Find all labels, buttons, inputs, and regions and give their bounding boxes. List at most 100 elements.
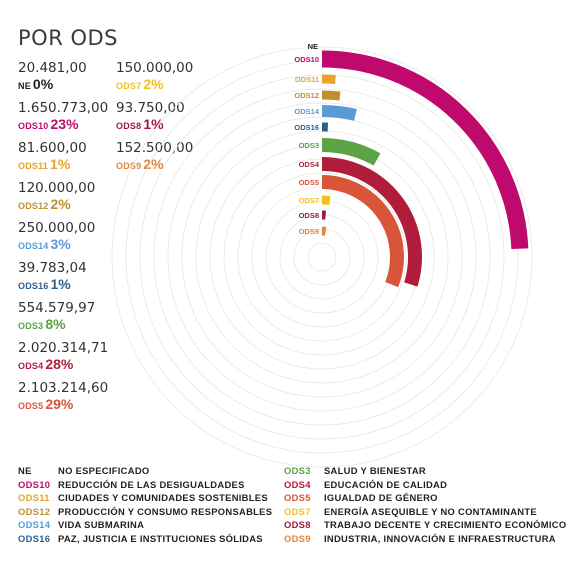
- stat-amount: 2.103.214,60: [18, 380, 109, 396]
- legend-description: EDUCACIÓN DE CALIDAD: [324, 478, 448, 490]
- stat-label: ODS11 1%: [18, 157, 87, 173]
- stat-amount: 120.000,00: [18, 180, 96, 196]
- stat-label: ODS8 1%: [116, 117, 185, 133]
- legend-code: ODS14: [18, 519, 51, 531]
- legend-description: SALUD Y BIENESTAR: [324, 465, 426, 476]
- stat-code: ODS11: [18, 160, 49, 171]
- stat-amount: 39.783,04: [18, 260, 87, 276]
- bar-ods5: [321, 175, 404, 288]
- stat-code: ODS12: [18, 200, 49, 211]
- stat-percent: 0%: [32, 75, 54, 92]
- stat-percent: 3%: [50, 235, 71, 252]
- legend-description: CIUDADES Y COMUNIDADES SOSTENIBLES: [58, 492, 268, 504]
- stat-ods7: 150.000,00 ODS7 2%: [116, 60, 194, 93]
- bar-label-ods11: ODS11: [295, 75, 319, 84]
- bar-label-ods3: ODS3: [299, 141, 319, 150]
- legend-description: VIDA SUBMARINA: [58, 519, 145, 531]
- stat-label: ODS14 3%: [18, 237, 95, 253]
- stat-label: ODS10 23%: [18, 117, 108, 133]
- legend-description: PAZ, JUSTICIA E INSTITUCIONES SÓLIDAS: [58, 533, 263, 544]
- stat-ods5: 2.103.214,60 ODS5 29%: [18, 380, 109, 413]
- legend-code: ODS12: [18, 505, 51, 517]
- bar-ods7: [321, 195, 331, 206]
- legend-code: ODS5: [284, 492, 311, 504]
- stat-label: ODS5 29%: [18, 397, 108, 413]
- bar-ods3: [321, 138, 381, 166]
- stat-percent: 1%: [50, 275, 71, 292]
- legend-code: ODS16: [18, 533, 51, 544]
- stat-ods11: 81.600,00 ODS11 1%: [18, 140, 87, 173]
- grid-ring: [307, 242, 337, 272]
- legend-item-ods8: ODS8 TRABAJO DECENTE Y CRECIMIENTO ECONÓM…: [284, 519, 567, 531]
- legend-code: ODS9: [284, 533, 311, 544]
- legend-item-ods5: ODS5 IGUALDAD DE GÉNERO: [284, 492, 438, 504]
- stat-label: ODS9 2%: [116, 157, 193, 173]
- bar-label-ne: NE: [308, 42, 318, 51]
- legend-code: ODS7: [284, 505, 311, 517]
- stat-ods16: 39.783,04 ODS16 1%: [18, 260, 87, 293]
- grid-ring: [279, 214, 365, 300]
- stat-code: ODS14: [18, 240, 49, 251]
- legend-code: NE: [18, 465, 32, 476]
- bar-label-ods7: ODS7: [299, 196, 319, 205]
- stat-label: ODS16 1%: [18, 277, 87, 293]
- legend-item-ods9: ODS9 INDUSTRIA, INNOVACIÓN E INFRAESTRUCT…: [284, 533, 556, 544]
- stat-code: ODS8: [116, 120, 142, 131]
- stat-code: ODS4: [18, 360, 44, 371]
- stat-percent: 23%: [50, 115, 79, 132]
- legend-item-ods14: ODS14 VIDA SUBMARINA: [18, 519, 145, 531]
- bar-ods14: [321, 105, 357, 121]
- legend-item-ods10: ODS10 REDUCCIÓN DE LAS DESIGUALDADES: [18, 478, 245, 490]
- stat-code: ODS16: [18, 280, 49, 291]
- stat-ods10: 1.650.773,00 ODS10 23%: [18, 100, 109, 133]
- grid-ring: [153, 88, 491, 426]
- legend-item-ods16: ODS16 PAZ, JUSTICIA E INSTITUCIONES SÓLID…: [18, 533, 263, 544]
- bar-ods10: [321, 50, 529, 250]
- stat-label: NE 0%: [18, 77, 87, 93]
- bar-ods11: [321, 74, 336, 84]
- grid-ring: [111, 46, 533, 468]
- stat-amount: 81.600,00: [18, 140, 87, 156]
- stat-amount: 250.000,00: [18, 220, 96, 236]
- stat-amount: 20.481,00: [18, 60, 87, 76]
- bar-label-ods14: ODS14: [294, 107, 319, 116]
- stat-label: ODS3 8%: [18, 317, 95, 333]
- stat-label: ODS4 28%: [18, 357, 108, 373]
- legend-item-ods11: ODS11 CIUDADES Y COMUNIDADES SOSTENIBLES: [18, 492, 268, 504]
- legend-code: ODS3: [284, 465, 311, 476]
- stat-amount: 150.000,00: [116, 60, 194, 76]
- stat-code: ODS5: [18, 400, 44, 411]
- legend-item-ods7: ODS7 ENERGÍA ASEQUIBLE Y NO CONTAMINANTE: [284, 505, 537, 517]
- legend-description: TRABAJO DECENTE Y CRECIMIENTO ECONÓMICO: [324, 519, 567, 531]
- stat-label: ODS12 2%: [18, 197, 95, 213]
- stat-label: ODS7 2%: [116, 77, 193, 93]
- stat-percent: 8%: [45, 315, 66, 332]
- bar-label-ods8: ODS8: [299, 211, 319, 220]
- legend-description: NO ESPECIFICADO: [58, 465, 150, 476]
- stat-code: ODS7: [116, 80, 142, 91]
- grid-ring: [237, 172, 407, 342]
- stat-percent: 29%: [45, 395, 74, 412]
- bar-label-ods9: ODS9: [299, 227, 319, 236]
- legend-description: REDUCCIÓN DE LAS DESIGUALDADES: [58, 478, 245, 490]
- stat-amount: 1.650.773,00: [18, 100, 109, 116]
- page-title: POR ODS: [18, 26, 118, 50]
- stat-percent: 1%: [143, 115, 164, 132]
- stat-code: NE: [18, 80, 31, 91]
- legend-item-ods3: ODS3 SALUD Y BIENESTAR: [284, 465, 426, 476]
- bar-label-ods12: ODS12: [294, 91, 319, 100]
- stat-percent: 2%: [143, 75, 164, 92]
- stat-ne: 20.481,00 NE 0%: [18, 60, 87, 93]
- legend-description: IGUALDAD DE GÉNERO: [324, 492, 438, 504]
- legend-code: ODS8: [284, 519, 311, 531]
- stat-code: ODS10: [18, 120, 49, 131]
- bar-ods4: [321, 157, 422, 287]
- bar-label-ods16: ODS16: [294, 123, 319, 132]
- stat-code: ODS9: [116, 160, 142, 171]
- legend-item-ne: NE NO ESPECIFICADO: [18, 465, 150, 476]
- bar-ods12: [321, 90, 341, 101]
- stat-ods14: 250.000,00 ODS14 3%: [18, 220, 96, 253]
- legend-item-ods12: ODS12 PRODUCCIÓN Y CONSUMO RESPONSABLES: [18, 505, 272, 517]
- legend-code: ODS11: [18, 492, 50, 504]
